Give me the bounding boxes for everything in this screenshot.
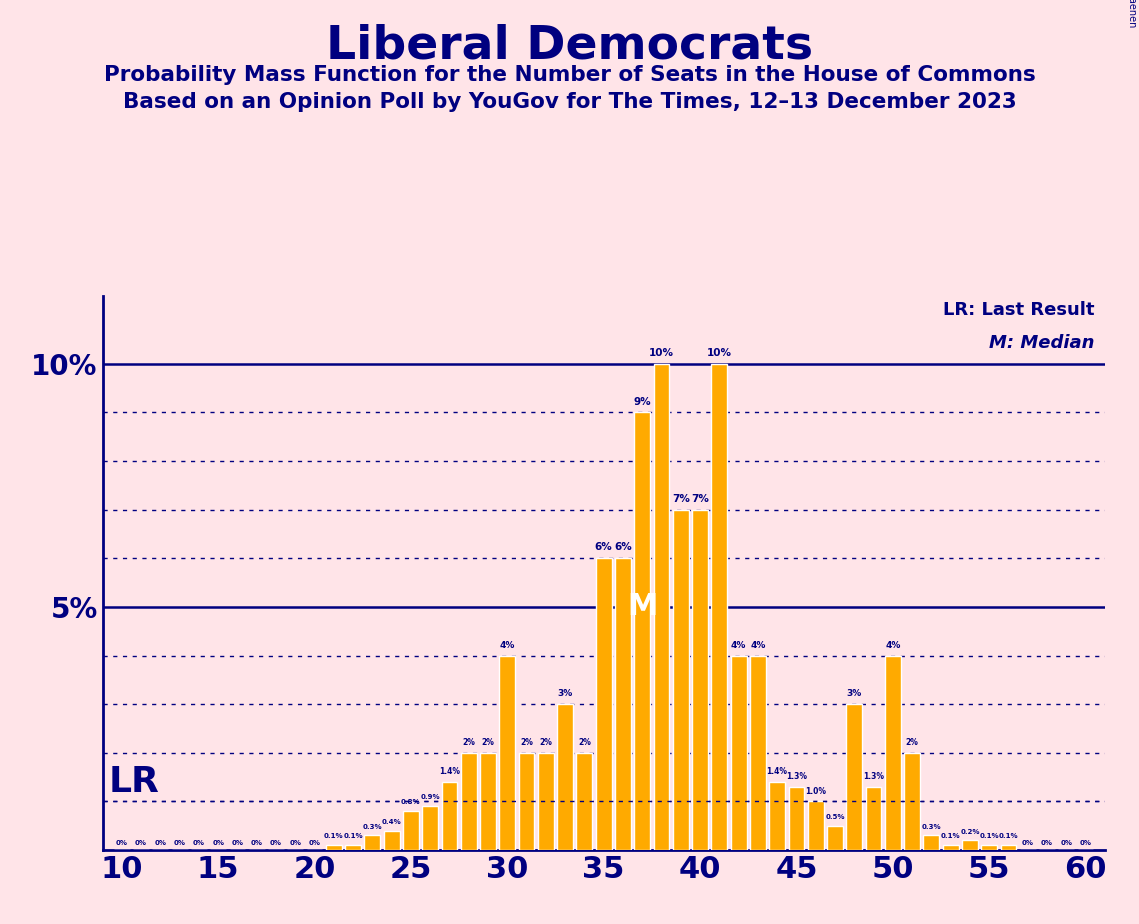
Bar: [769, 782, 785, 850]
Text: 0.1%: 0.1%: [941, 833, 960, 839]
Text: 2%: 2%: [906, 738, 918, 747]
Text: 9%: 9%: [633, 396, 652, 407]
Bar: [693, 510, 708, 850]
Text: 0%: 0%: [212, 840, 224, 846]
Text: 10%: 10%: [707, 348, 732, 358]
Text: LR: Last Result: LR: Last Result: [943, 301, 1095, 319]
Text: Based on an Opinion Poll by YouGov for The Times, 12–13 December 2023: Based on an Opinion Poll by YouGov for T…: [123, 92, 1016, 113]
Text: 0%: 0%: [289, 840, 301, 846]
Bar: [596, 558, 612, 850]
Text: 0.1%: 0.1%: [980, 833, 999, 839]
Text: 0.4%: 0.4%: [382, 819, 402, 825]
Text: 0%: 0%: [309, 840, 320, 846]
Bar: [384, 831, 400, 850]
Text: 1.3%: 1.3%: [786, 772, 806, 781]
Text: 0.1%: 0.1%: [323, 833, 344, 839]
Bar: [576, 753, 592, 850]
Text: 4%: 4%: [731, 640, 746, 650]
Bar: [749, 655, 765, 850]
Text: 0.5%: 0.5%: [826, 814, 845, 820]
Text: 4%: 4%: [751, 640, 765, 650]
Text: 0%: 0%: [116, 840, 128, 846]
Text: 0%: 0%: [1060, 840, 1072, 846]
Text: LR: LR: [108, 765, 159, 799]
Text: 3%: 3%: [557, 689, 573, 699]
Text: 2%: 2%: [482, 738, 494, 747]
Bar: [423, 807, 439, 850]
Text: 1.4%: 1.4%: [767, 767, 788, 776]
Text: © 2023 Filip van Laenen: © 2023 Filip van Laenen: [1126, 0, 1137, 28]
Text: 1.3%: 1.3%: [863, 772, 884, 781]
Text: M: M: [628, 592, 657, 622]
Bar: [885, 655, 901, 850]
Text: 0%: 0%: [1022, 840, 1034, 846]
Text: 6%: 6%: [614, 542, 632, 553]
Bar: [481, 753, 495, 850]
Text: 1.4%: 1.4%: [439, 767, 460, 776]
Text: 4%: 4%: [500, 640, 515, 650]
Bar: [654, 364, 670, 850]
Text: 2%: 2%: [521, 738, 533, 747]
Text: 0%: 0%: [1080, 840, 1091, 846]
Text: 0%: 0%: [251, 840, 263, 846]
Bar: [846, 704, 862, 850]
Text: Probability Mass Function for the Number of Seats in the House of Commons: Probability Mass Function for the Number…: [104, 65, 1035, 85]
Bar: [924, 835, 940, 850]
Text: 4%: 4%: [885, 640, 901, 650]
Bar: [673, 510, 689, 850]
Text: 7%: 7%: [691, 493, 708, 504]
Text: 0.3%: 0.3%: [921, 823, 941, 830]
Text: 0%: 0%: [155, 840, 166, 846]
Bar: [615, 558, 631, 850]
Bar: [731, 655, 746, 850]
Text: 6%: 6%: [595, 542, 613, 553]
Text: 0%: 0%: [270, 840, 282, 846]
Bar: [943, 845, 959, 850]
Bar: [962, 840, 977, 850]
Bar: [866, 787, 882, 850]
Bar: [499, 655, 515, 850]
Text: 0.9%: 0.9%: [420, 795, 440, 800]
Text: 3%: 3%: [846, 689, 862, 699]
Bar: [538, 753, 554, 850]
Bar: [557, 704, 573, 850]
Bar: [788, 787, 804, 850]
Text: 0%: 0%: [1041, 840, 1052, 846]
Bar: [904, 753, 920, 850]
Bar: [518, 753, 534, 850]
Text: 1.0%: 1.0%: [805, 786, 826, 796]
Bar: [442, 782, 458, 850]
Text: 10%: 10%: [649, 348, 674, 358]
Bar: [634, 412, 650, 850]
Bar: [345, 845, 361, 850]
Text: 0%: 0%: [136, 840, 147, 846]
Text: 0%: 0%: [231, 840, 244, 846]
Text: M: Median: M: Median: [990, 334, 1095, 352]
Bar: [403, 811, 419, 850]
Text: 0%: 0%: [173, 840, 186, 846]
Text: 0.8%: 0.8%: [401, 799, 420, 806]
Bar: [364, 835, 380, 850]
Bar: [827, 826, 843, 850]
Bar: [326, 845, 342, 850]
Text: 0.1%: 0.1%: [999, 833, 1018, 839]
Text: 0%: 0%: [192, 840, 205, 846]
Text: 0.1%: 0.1%: [343, 833, 363, 839]
Text: 0.2%: 0.2%: [960, 829, 980, 834]
Text: 0.3%: 0.3%: [362, 823, 383, 830]
Text: 2%: 2%: [462, 738, 475, 747]
Bar: [982, 845, 997, 850]
Bar: [808, 801, 823, 850]
Text: 7%: 7%: [672, 493, 690, 504]
Bar: [712, 364, 727, 850]
Bar: [1000, 845, 1016, 850]
Text: 2%: 2%: [577, 738, 591, 747]
Bar: [461, 753, 476, 850]
Text: 2%: 2%: [540, 738, 552, 747]
Text: Liberal Democrats: Liberal Democrats: [326, 23, 813, 68]
